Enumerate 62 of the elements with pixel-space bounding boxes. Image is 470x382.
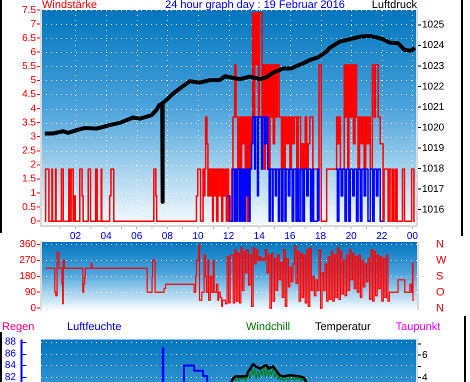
x-tick-label: 08 — [162, 230, 174, 242]
y2-tick-label: 1020 — [422, 122, 445, 134]
x-tick-label: 10 — [192, 230, 204, 242]
y-tick-label: 4 — [30, 103, 36, 114]
y-tick-label: 6.5 — [22, 32, 36, 44]
y-tick-label: 0 — [30, 302, 36, 314]
x-tick-label: 20 — [346, 230, 358, 242]
x-tick-label: 04 — [100, 230, 112, 242]
y-tick-label: 3 — [30, 131, 36, 142]
y-tick-label: 2.5 — [22, 146, 36, 157]
y-tick-label: 6 — [30, 46, 36, 58]
y2-tick-label: 1018 — [422, 163, 445, 174]
y2-tick-label: 1024 — [422, 40, 445, 52]
x-tick-label: 22 — [376, 230, 388, 242]
y-tick-label: 88 — [4, 336, 16, 348]
text: O — [436, 286, 445, 298]
x-tick-label: 14 — [254, 230, 266, 242]
text: W — [436, 254, 447, 266]
chart-title: 24 hour graph day : 19 Februar 2016 — [165, 0, 345, 12]
y-tick-label: 5 — [30, 75, 36, 86]
y-tick-label: 84 — [4, 360, 16, 372]
y2-tick-label: 1019 — [422, 142, 445, 154]
x-tick-label: 12 — [223, 230, 235, 242]
y2-tick-label: 1025 — [422, 20, 445, 31]
y-tick-label: 0 — [30, 216, 36, 227]
x-tick-label: 06 — [131, 230, 143, 242]
legend-label: Regen — [2, 321, 34, 334]
y-tick-label: 82 — [4, 372, 16, 382]
y-tick-label: 1.5 — [22, 174, 36, 185]
y-tick-label: 270 — [19, 255, 36, 266]
y-tick-label: 2 — [30, 160, 36, 171]
y-axis-title: Windstärke — [42, 0, 98, 12]
y-tick-label: 5.5 — [22, 61, 36, 72]
text: N — [436, 302, 444, 314]
x-tick-label: 02 — [70, 230, 82, 242]
y-tick-label: 90 — [24, 286, 36, 298]
y-tick-label: 3.5 — [22, 117, 36, 128]
y2-tick-label: 1016 — [422, 204, 445, 216]
text: Windchill — [246, 321, 290, 334]
y-tick-label: 0.5 — [22, 202, 36, 213]
x-tick-label: 18 — [314, 230, 327, 242]
y2-tick-label: 1023 — [422, 60, 445, 72]
y2-tick-label: 1017 — [422, 184, 445, 195]
y-tick-label: 86 — [4, 348, 16, 360]
y2-tick-label: 6 — [422, 350, 428, 361]
text: N — [436, 238, 444, 250]
legend-label: Taupunkt — [396, 321, 440, 334]
x-tick-label: 00 — [406, 230, 418, 242]
text: S — [436, 270, 444, 282]
text: Temperatur — [315, 321, 371, 334]
y-tick-label: 4.5 — [22, 89, 36, 100]
y-tick-label: 360 — [19, 239, 36, 250]
y-tick-label: 180 — [19, 271, 36, 282]
x-tick-label: 16 — [284, 230, 296, 242]
y-tick-label: 1 — [30, 188, 36, 199]
y2-tick-label: 4 — [422, 372, 428, 382]
y-tick-label: 7 — [30, 18, 36, 30]
y-tick-label: 7.5 — [22, 4, 36, 16]
y2-axis-title: Luftdruck — [372, 0, 418, 12]
y2-tick-label: 1021 — [422, 102, 445, 113]
y2-tick-label: 1022 — [422, 81, 445, 92]
y-axis-title: Luftfeuchte — [67, 321, 122, 334]
